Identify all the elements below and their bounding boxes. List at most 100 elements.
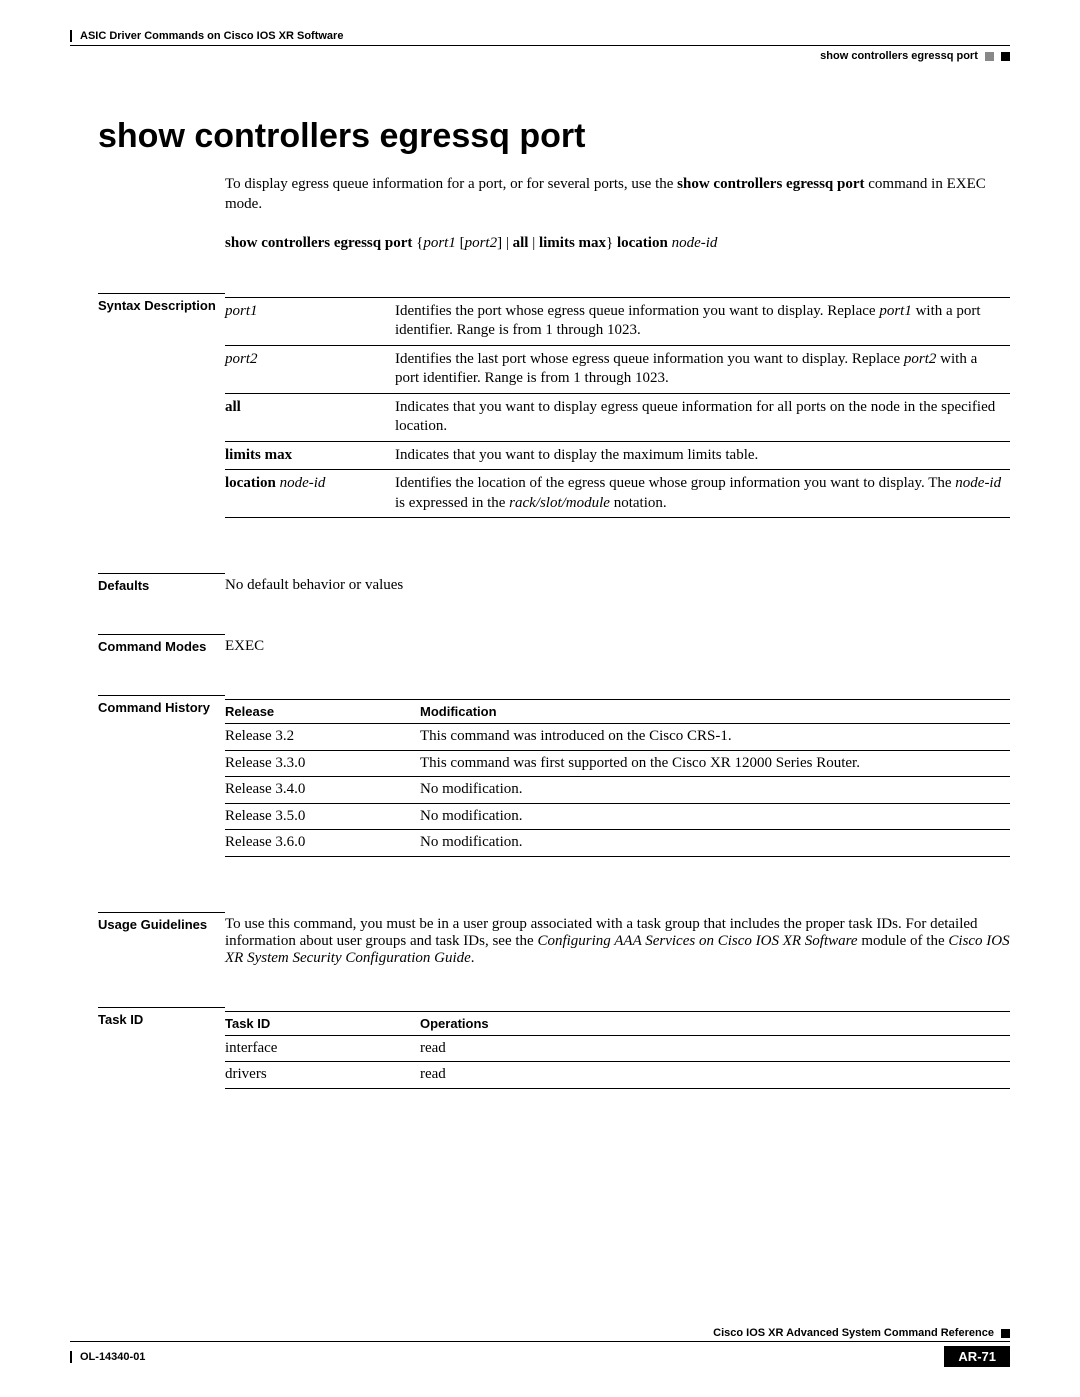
param-em: port2 [904,351,937,367]
param-desc: notation. [610,495,667,511]
page-number-badge: AR-71 [944,1346,1010,1367]
table-row: Release 3.2This command was introduced o… [225,724,1010,751]
syntax-nodeid: node-id [672,235,718,251]
footer-book-title: Cisco IOS XR Advanced System Command Ref… [713,1327,994,1339]
cell-release: Release 3.3.0 [225,750,420,777]
syntax-brace: { [412,235,423,251]
square-marker-icon [1001,52,1010,61]
cell-release: Release 3.6.0 [225,830,420,857]
history-table: Release Modification Release 3.2This com… [225,699,1010,857]
param-name: port1 [225,303,258,319]
section-command-history: Command History Release Modification Rel… [98,695,1010,857]
syntax-port1: port1 [423,235,456,251]
syntax-sep: } [606,235,617,251]
table-header-row: Release Modification [225,700,1010,724]
header-rule [70,45,1010,46]
footer-book-row: Cisco IOS XR Advanced System Command Ref… [70,1327,1010,1339]
syntax-cmd: show controllers egressq port [225,235,412,251]
col-operations: Operations [420,1011,1010,1035]
cell-mod: This command was introduced on the Cisco… [420,724,1010,751]
param-name: port2 [225,351,258,367]
section-body: Release Modification Release 3.2This com… [225,695,1010,857]
syntax-sep: ] | [497,235,513,251]
syntax-all: all [513,235,529,251]
cell-release: Release 3.4.0 [225,777,420,804]
section-command-modes: Command Modes EXEC [98,634,1010,655]
cell-op: read [420,1062,1010,1089]
usage-em: Configuring AAA Services on Cisco IOS XR… [537,933,857,949]
page-footer: Cisco IOS XR Advanced System Command Ref… [70,1327,1010,1367]
table-row: Release 3.5.0No modification. [225,803,1010,830]
square-marker-icon [985,52,994,61]
content-body: To display egress queue information for … [225,174,1010,253]
command-title: show controllers egressq port [98,117,1010,156]
section-task-id: Task ID Task ID Operations interfaceread… [98,1007,1010,1089]
syntax-table: port1 Identifies the port whose egress q… [225,297,1010,519]
col-release: Release [225,700,420,724]
intro-cmd: show controllers egressq port [677,176,864,192]
table-row: Release 3.6.0No modification. [225,830,1010,857]
table-row: location node-id Identifies the location… [225,470,1010,518]
section-syntax-description: Syntax Description port1 Identifies the … [98,293,1010,519]
param-desc: Indicates that you want to display egres… [395,393,1010,441]
section-body: No default behavior or values [225,573,1010,594]
section-body: port1 Identifies the port whose egress q… [225,293,1010,519]
table-row: limits max Indicates that you want to di… [225,441,1010,470]
table-row: driversread [225,1062,1010,1089]
table-row: Release 3.3.0This command was first supp… [225,750,1010,777]
section-usage-guidelines: Usage Guidelines To use this command, yo… [98,912,1010,967]
section-label: Command History [98,695,225,857]
col-modification: Modification [420,700,1010,724]
col-taskid: Task ID [225,1011,420,1035]
section-label: Syntax Description [98,293,225,519]
table-row: interfaceread [225,1035,1010,1062]
section-body: Task ID Operations interfaceread drivers… [225,1007,1010,1089]
table-row: port1 Identifies the port whose egress q… [225,297,1010,345]
syntax-location: location [617,235,668,251]
cell-task: interface [225,1035,420,1062]
usage-text: . [471,950,475,966]
footer-doc-id: OL-14340-01 [70,1351,145,1363]
param-desc: Identifies the location of the egress qu… [395,475,955,491]
header-command-row: show controllers egressq port [70,50,1010,62]
param-desc: Identifies the port whose egress queue i… [395,303,879,319]
taskid-table: Task ID Operations interfaceread drivers… [225,1011,1010,1089]
cell-mod: This command was first supported on the … [420,750,1010,777]
param-name: all [225,399,241,415]
chapter-title: ASIC Driver Commands on Cisco IOS XR Sof… [70,30,1010,42]
param-name: location [225,475,276,491]
square-marker-icon [1001,1329,1010,1338]
cell-mod: No modification. [420,803,1010,830]
param-name: limits max [225,447,292,463]
footer-bottom-row: OL-14340-01 AR-71 [70,1346,1010,1367]
usage-text: module of the [858,933,949,949]
table-row: port2 Identifies the last port whose egr… [225,345,1010,393]
section-defaults: Defaults No default behavior or values [98,573,1010,594]
param-desc: is expressed in the [395,495,509,511]
section-label: Defaults [98,573,225,594]
table-row: Release 3.4.0No modification. [225,777,1010,804]
cell-release: Release 3.2 [225,724,420,751]
param-em: port1 [879,303,912,319]
param-desc: Indicates that you want to display the m… [395,441,1010,470]
syntax-limits: limits max [539,235,606,251]
page-header: ASIC Driver Commands on Cisco IOS XR Sof… [70,30,1010,62]
param-em: node-id [955,475,1001,491]
syntax-sep: | [528,235,539,251]
param-desc: Identifies the last port whose egress qu… [395,351,904,367]
header-command-name: show controllers egressq port [820,50,978,62]
section-label: Command Modes [98,634,225,655]
intro-pre: To display egress queue information for … [225,176,677,192]
section-body: EXEC [225,634,1010,655]
section-label: Task ID [98,1007,225,1089]
cell-op: read [420,1035,1010,1062]
intro-paragraph: To display egress queue information for … [225,174,1010,215]
section-label: Usage Guidelines [98,912,225,967]
cell-mod: No modification. [420,830,1010,857]
param-name-arg: node-id [280,475,326,491]
syntax-sep: [ [456,235,465,251]
syntax-line: show controllers egressq port {port1 [po… [225,233,1010,253]
table-header-row: Task ID Operations [225,1011,1010,1035]
cell-task: drivers [225,1062,420,1089]
table-row: all Indicates that you want to display e… [225,393,1010,441]
